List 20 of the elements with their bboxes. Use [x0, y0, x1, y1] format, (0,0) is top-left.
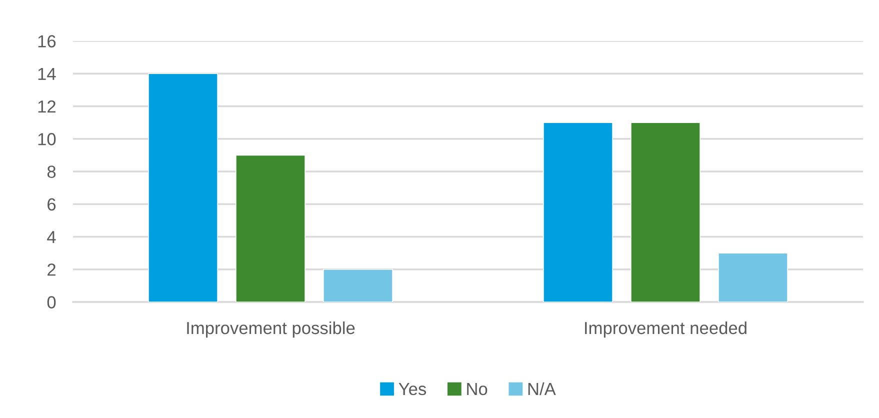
legend-label: No — [467, 383, 488, 396]
legend-label: N/A — [528, 382, 556, 396]
x-tick-label: Improvement possible — [187, 321, 355, 338]
x-tick-label: Improvement needed — [585, 321, 746, 338]
y-tick-label: 14 — [38, 68, 56, 80]
bar — [236, 154, 306, 302]
y-tick-label: 0 — [47, 296, 56, 308]
legend-label: Yes — [398, 383, 426, 396]
y-tick-label: 10 — [38, 133, 56, 146]
y-tick-label: 2 — [48, 264, 56, 276]
y-tick-label: 8 — [47, 166, 56, 178]
bar — [718, 252, 788, 302]
y-tick-label: 4 — [47, 231, 56, 244]
bar — [543, 122, 613, 302]
bar — [630, 122, 700, 302]
y-tick-label: 16 — [38, 35, 56, 48]
bar — [323, 268, 393, 302]
y-tick-label: 12 — [38, 100, 56, 113]
y-tick-label: 6 — [48, 198, 56, 211]
bar — [148, 73, 218, 302]
